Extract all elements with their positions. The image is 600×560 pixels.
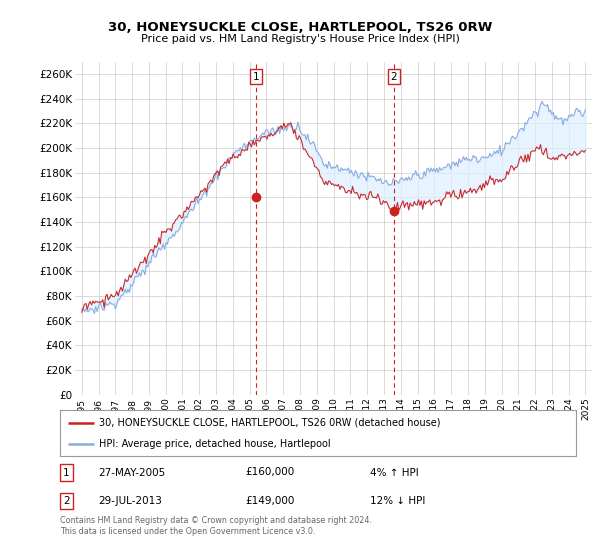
Text: 12% ↓ HPI: 12% ↓ HPI bbox=[370, 496, 425, 506]
Text: HPI: Average price, detached house, Hartlepool: HPI: Average price, detached house, Hart… bbox=[98, 439, 331, 449]
Text: £149,000: £149,000 bbox=[246, 496, 295, 506]
Text: 1: 1 bbox=[253, 72, 259, 82]
Text: 1: 1 bbox=[63, 468, 70, 478]
Text: Contains HM Land Registry data © Crown copyright and database right 2024.
This d: Contains HM Land Registry data © Crown c… bbox=[60, 516, 372, 536]
Text: 2: 2 bbox=[63, 496, 70, 506]
Text: £160,000: £160,000 bbox=[246, 468, 295, 478]
Text: 29-JUL-2013: 29-JUL-2013 bbox=[98, 496, 163, 506]
Text: 30, HONEYSUCKLE CLOSE, HARTLEPOOL, TS26 0RW: 30, HONEYSUCKLE CLOSE, HARTLEPOOL, TS26 … bbox=[108, 21, 492, 34]
Text: 27-MAY-2005: 27-MAY-2005 bbox=[98, 468, 166, 478]
Text: Price paid vs. HM Land Registry's House Price Index (HPI): Price paid vs. HM Land Registry's House … bbox=[140, 34, 460, 44]
Text: 2: 2 bbox=[391, 72, 397, 82]
Text: 30, HONEYSUCKLE CLOSE, HARTLEPOOL, TS26 0RW (detached house): 30, HONEYSUCKLE CLOSE, HARTLEPOOL, TS26 … bbox=[98, 418, 440, 428]
Text: 4% ↑ HPI: 4% ↑ HPI bbox=[370, 468, 418, 478]
